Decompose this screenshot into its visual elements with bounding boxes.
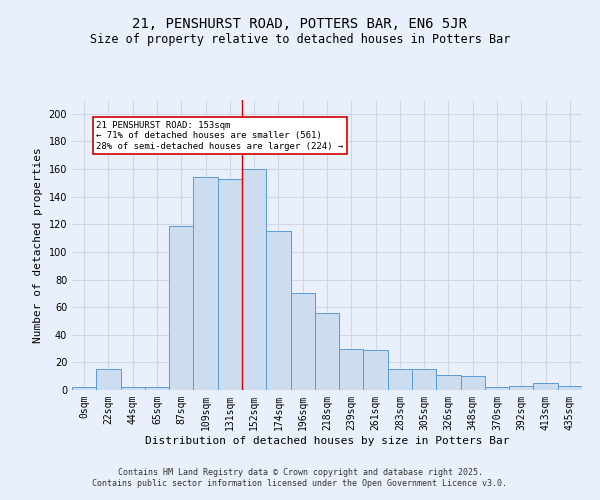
Bar [364,350,388,390]
Y-axis label: Number of detached properties: Number of detached properties [33,147,43,343]
Bar [485,387,509,390]
Bar [509,386,533,390]
Bar [558,386,582,390]
Bar [72,387,96,390]
Bar [242,169,266,390]
Bar [533,383,558,390]
Bar [169,226,193,390]
Bar [339,348,364,390]
Bar [96,370,121,390]
Text: Size of property relative to detached houses in Potters Bar: Size of property relative to detached ho… [90,32,510,46]
Bar [145,387,169,390]
Bar [193,178,218,390]
X-axis label: Distribution of detached houses by size in Potters Bar: Distribution of detached houses by size … [145,436,509,446]
Bar [290,294,315,390]
Bar [121,387,145,390]
Text: 21, PENSHURST ROAD, POTTERS BAR, EN6 5JR: 21, PENSHURST ROAD, POTTERS BAR, EN6 5JR [133,18,467,32]
Bar [266,231,290,390]
Bar [388,370,412,390]
Bar [436,375,461,390]
Bar [315,312,339,390]
Bar [461,376,485,390]
Bar [412,370,436,390]
Text: Contains HM Land Registry data © Crown copyright and database right 2025.
Contai: Contains HM Land Registry data © Crown c… [92,468,508,487]
Bar [218,178,242,390]
Text: 21 PENSHURST ROAD: 153sqm
← 71% of detached houses are smaller (561)
28% of semi: 21 PENSHURST ROAD: 153sqm ← 71% of detac… [96,120,344,150]
